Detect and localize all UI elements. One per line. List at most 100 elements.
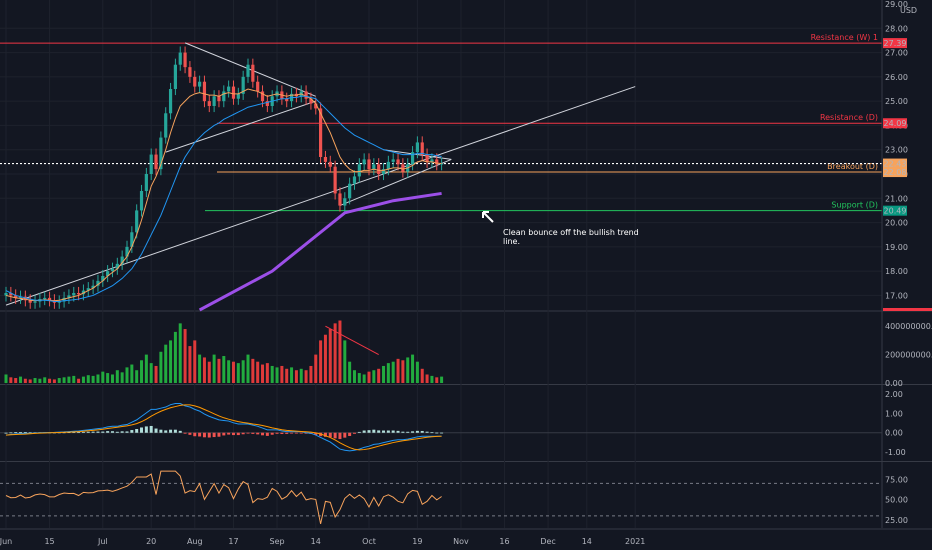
volume-bar[interactable] (382, 365, 386, 383)
volume-bar[interactable] (91, 375, 95, 383)
volume-bar[interactable] (169, 340, 173, 383)
volume-bar[interactable] (183, 329, 187, 383)
price-axis[interactable]: 17.0018.0019.0020.0021.0022.0023.0024.00… (881, 0, 932, 528)
volume-bar[interactable] (33, 378, 37, 383)
volume-bar[interactable] (52, 379, 56, 383)
candle[interactable] (217, 96, 221, 102)
candle[interactable] (18, 296, 23, 298)
volume-bar[interactable] (72, 375, 76, 383)
volume-bar[interactable] (348, 361, 352, 383)
candle[interactable] (23, 296, 27, 301)
volume-bar[interactable] (343, 340, 347, 383)
volume-bar[interactable] (352, 370, 356, 383)
candle[interactable] (381, 169, 386, 174)
candle[interactable] (401, 164, 405, 172)
volume-bar[interactable] (14, 378, 18, 383)
candle[interactable] (333, 166, 337, 194)
volume-bar[interactable] (67, 376, 71, 383)
volume-bar[interactable] (48, 378, 52, 383)
volume-bar[interactable] (159, 351, 163, 383)
volume-bar[interactable] (314, 354, 318, 383)
volume-bar[interactable] (149, 363, 153, 383)
candle[interactable] (377, 164, 381, 174)
candle[interactable] (120, 256, 124, 264)
candle[interactable] (410, 152, 415, 165)
volume-divergence-line[interactable] (325, 325, 379, 356)
candle[interactable] (314, 103, 318, 109)
candle[interactable] (91, 285, 95, 289)
volume-bar[interactable] (372, 370, 376, 383)
volume-bar[interactable] (86, 375, 90, 383)
candle[interactable] (212, 96, 216, 106)
candle[interactable] (236, 93, 240, 99)
volume-bar[interactable] (231, 361, 235, 383)
candle[interactable] (188, 67, 192, 77)
volume-bar[interactable] (280, 365, 284, 383)
volume-bar[interactable] (198, 354, 202, 383)
volume-bar[interactable] (62, 377, 66, 383)
volume-bar[interactable] (77, 378, 81, 383)
candle[interactable] (415, 142, 419, 153)
volume-pane[interactable] (4, 320, 444, 383)
candle[interactable] (202, 81, 207, 102)
candle[interactable] (367, 159, 371, 170)
candle[interactable] (309, 98, 313, 104)
volume-bar[interactable] (222, 356, 226, 383)
volume-bar[interactable] (236, 363, 240, 383)
candle[interactable] (265, 101, 269, 106)
candle[interactable] (430, 159, 434, 162)
candle[interactable] (125, 246, 129, 257)
candle[interactable] (135, 210, 139, 233)
candle[interactable] (164, 113, 168, 138)
candle[interactable] (81, 290, 86, 295)
volume-bar[interactable] (420, 368, 424, 383)
candle[interactable] (319, 108, 323, 157)
trend-line[interactable] (339, 158, 452, 207)
candle[interactable] (425, 154, 429, 162)
candle[interactable] (420, 142, 424, 155)
candle[interactable] (343, 198, 347, 206)
candle[interactable] (72, 293, 76, 296)
volume-bar[interactable] (299, 368, 303, 383)
volume-bar[interactable] (101, 371, 105, 383)
volume-bar[interactable] (270, 365, 274, 383)
time-axis[interactable]: Jun 15 Jul 20 Aug 17 Sep 14 Oct 19 Nov 16 Dec 14 2021 (0, 528, 932, 546)
volume-bar[interactable] (241, 360, 245, 383)
volume-bar[interactable] (178, 323, 182, 383)
candle[interactable] (9, 293, 13, 296)
candle[interactable] (246, 64, 250, 77)
candle[interactable] (173, 64, 177, 89)
candle[interactable] (43, 297, 47, 300)
trend-line[interactable] (5, 86, 636, 306)
volume-bar[interactable] (440, 376, 444, 383)
candle[interactable] (386, 161, 390, 170)
candle[interactable] (285, 98, 289, 102)
volume-bar[interactable] (120, 372, 124, 383)
candle[interactable] (251, 64, 255, 82)
candle[interactable] (348, 183, 352, 199)
volume-bar[interactable] (154, 365, 158, 383)
volume-bar[interactable] (338, 320, 342, 383)
trend-line[interactable] (184, 42, 316, 97)
volume-bar[interactable] (188, 346, 192, 383)
candle[interactable] (391, 159, 395, 162)
volume-bar[interactable] (261, 364, 265, 383)
volume-bar[interactable] (406, 357, 410, 383)
volume-bar[interactable] (9, 377, 13, 383)
candle[interactable] (57, 301, 61, 303)
candle[interactable] (304, 91, 308, 99)
candle[interactable] (96, 280, 100, 286)
volume-bar[interactable] (430, 375, 434, 383)
candle[interactable] (47, 297, 52, 301)
candle[interactable] (198, 81, 202, 87)
volume-bar[interactable] (144, 354, 148, 383)
volume-bar[interactable] (110, 374, 114, 383)
candle[interactable] (110, 268, 115, 272)
volume-bar[interactable] (265, 363, 269, 383)
macd-pane[interactable] (0, 403, 882, 452)
candle[interactable] (62, 297, 66, 302)
volume-bar[interactable] (367, 371, 371, 383)
candle[interactable] (193, 76, 197, 87)
volume-bar[interactable] (202, 357, 206, 383)
